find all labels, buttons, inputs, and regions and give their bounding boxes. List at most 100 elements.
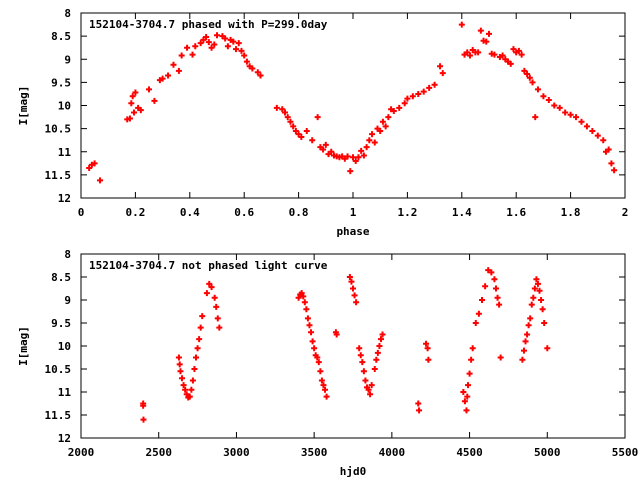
bottom-data-point <box>365 386 372 393</box>
top-data-point <box>556 104 563 111</box>
top-data-point <box>97 177 104 184</box>
bottom-y-tick-label: 8 <box>64 248 71 261</box>
bottom-data-point <box>538 297 545 303</box>
bottom-data-point <box>415 400 422 407</box>
top-data-point <box>347 168 354 175</box>
top-data-point <box>205 39 212 46</box>
bottom-x-tick-label: 5500 <box>612 446 639 459</box>
top-data-point <box>358 147 365 154</box>
top-data-point <box>126 115 133 122</box>
bottom-data-point <box>140 402 147 409</box>
top-x-tick-label: 1.2 <box>397 206 417 219</box>
top-data-point <box>279 106 286 113</box>
top-data-point <box>298 133 305 140</box>
bottom-data-point <box>359 359 366 366</box>
bottom-x-tick-label: 3500 <box>301 446 328 459</box>
bottom-data-point <box>197 324 204 331</box>
bottom-data-point <box>203 290 210 297</box>
top-data-point <box>431 81 438 88</box>
top-data-point <box>518 51 525 58</box>
bottom-data-point <box>175 354 182 361</box>
top-data-point <box>458 21 465 28</box>
top-data-point <box>235 40 242 47</box>
bottom-x-axis-title: hjd0 <box>340 465 367 478</box>
top-data-point <box>303 127 310 134</box>
bottom-data-point <box>333 331 340 338</box>
bottom-data-point <box>463 407 470 414</box>
bottom-data-point <box>301 299 308 306</box>
bottom-data-point <box>183 391 190 398</box>
top-data-point <box>86 164 93 171</box>
bottom-data-point <box>308 329 315 336</box>
top-data-point <box>483 38 490 45</box>
top-data-point <box>404 95 411 102</box>
bottom-data-point <box>497 354 504 361</box>
bottom-data-point <box>461 398 468 405</box>
top-data-point <box>222 35 229 42</box>
top-y-tick-label: 10 <box>58 100 71 113</box>
top-data-point <box>477 27 484 34</box>
bottom-data-point <box>189 377 196 384</box>
bottom-data-point <box>468 356 475 363</box>
top-data-point <box>545 96 552 103</box>
bottom-data-point <box>539 306 546 313</box>
top-data-point <box>540 93 547 100</box>
top-data-point <box>184 44 191 51</box>
bottom-y-tick-label: 10.5 <box>45 363 72 376</box>
top-data-point <box>573 114 580 121</box>
bottom-data-point <box>530 294 537 301</box>
bottom-data-point <box>482 283 489 290</box>
bottom-data-point <box>371 366 378 372</box>
top-data-point <box>175 67 182 74</box>
top-x-tick-label: 1.4 <box>452 206 472 219</box>
top-data-point <box>91 160 98 167</box>
bottom-data-point <box>494 294 501 301</box>
top-data-point <box>284 114 291 121</box>
top-data-point <box>464 49 471 56</box>
bottom-data-point <box>360 368 367 375</box>
top-data-point <box>203 34 210 41</box>
bottom-data-point <box>216 324 223 331</box>
top-data-point <box>534 86 541 93</box>
top-data-point <box>287 118 294 125</box>
bottom-x-tick-label: 3000 <box>223 446 250 459</box>
top-data-point <box>131 109 138 116</box>
bottom-y-tick-label: 9.5 <box>51 317 71 330</box>
top-data-point <box>238 47 245 54</box>
top-data-point <box>385 114 392 121</box>
top-y-tick-label: 10.5 <box>45 123 72 136</box>
bottom-data-point <box>306 322 313 329</box>
bottom-data-point <box>377 336 384 343</box>
bottom-data-point <box>464 393 471 400</box>
top-data-point <box>328 148 335 155</box>
bottom-y-tick-label: 11.5 <box>45 409 72 422</box>
bottom-data-point <box>520 347 527 354</box>
top-data-point <box>243 58 250 65</box>
top-data-point <box>273 104 280 111</box>
bottom-data-point <box>193 354 200 361</box>
top-x-tick-label: 0.2 <box>125 206 145 219</box>
top-data-point <box>344 153 351 160</box>
bottom-data-point <box>416 407 423 414</box>
top-data-point <box>132 89 139 96</box>
bottom-data-point <box>424 345 431 352</box>
bottom-data-point <box>541 320 548 326</box>
bottom-y-tick-label: 9 <box>64 294 71 307</box>
top-data-point <box>211 41 218 48</box>
bottom-data-point <box>196 336 203 343</box>
top-data-point <box>510 46 517 53</box>
bottom-data-point <box>379 331 386 338</box>
bottom-y-tick-label: 10 <box>58 340 71 353</box>
top-data-point <box>491 51 498 58</box>
bottom-data-point <box>525 322 532 329</box>
top-data-point <box>379 118 386 125</box>
top-x-tick-label: 1.6 <box>506 206 526 219</box>
top-data-point <box>363 144 370 151</box>
top-data-point <box>475 49 482 56</box>
top-data-point <box>401 100 408 107</box>
top-data-point <box>214 32 220 39</box>
bottom-data-point <box>350 285 356 292</box>
bottom-data-point <box>314 354 321 361</box>
top-data-point <box>282 109 288 116</box>
top-data-point <box>396 104 403 111</box>
